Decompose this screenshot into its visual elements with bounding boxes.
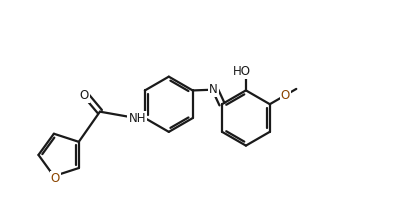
Text: HO: HO	[233, 65, 251, 78]
Text: O: O	[79, 89, 89, 102]
Text: N: N	[209, 83, 218, 96]
Text: O: O	[51, 172, 60, 185]
Text: O: O	[280, 89, 290, 102]
Text: NH: NH	[128, 112, 146, 125]
